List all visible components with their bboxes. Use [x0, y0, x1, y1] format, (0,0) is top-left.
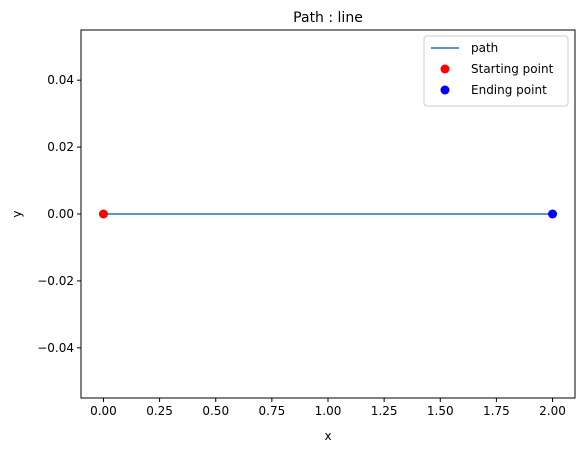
legend-label: Ending point [471, 83, 547, 97]
x-tick-label: 1.25 [371, 404, 398, 418]
x-tick-label: 0.25 [146, 404, 173, 418]
y-tick-label: 0.02 [47, 140, 74, 154]
x-tick-label: 0.00 [90, 404, 117, 418]
starting-point-marker [98, 209, 108, 219]
y-tick-label: 0.04 [47, 73, 74, 87]
x-tick-label: 2.00 [539, 404, 566, 418]
series-layer [98, 209, 558, 219]
legend-box [423, 35, 569, 107]
x-axis: 0.00 0.25 0.50 0.75 1.00 1.25 1.50 1.75 2.00 [90, 398, 566, 418]
y-tick-label: −0.04 [37, 341, 74, 355]
chart-title: Path : line [293, 10, 363, 26]
y-axis: −0.04 −0.02 0.00 0.02 0.04 [37, 73, 81, 355]
x-tick-label: 0.50 [202, 404, 229, 418]
x-tick-label: 1.75 [483, 404, 510, 418]
legend: path Starting point Ending point [423, 35, 569, 107]
y-tick-label: 0.00 [47, 207, 74, 221]
x-tick-label: 1.00 [315, 404, 342, 418]
x-axis-label: x [324, 429, 331, 443]
x-tick-label: 1.50 [427, 404, 454, 418]
legend-label: Starting point [471, 62, 554, 76]
x-tick-label: 0.75 [259, 404, 286, 418]
legend-label: path [471, 41, 498, 55]
legend-marker-swatch [440, 64, 450, 74]
ending-point-marker [548, 209, 558, 219]
y-axis-label: y [10, 210, 24, 217]
y-tick-label: −0.02 [37, 274, 74, 288]
legend-marker-swatch [440, 85, 450, 95]
